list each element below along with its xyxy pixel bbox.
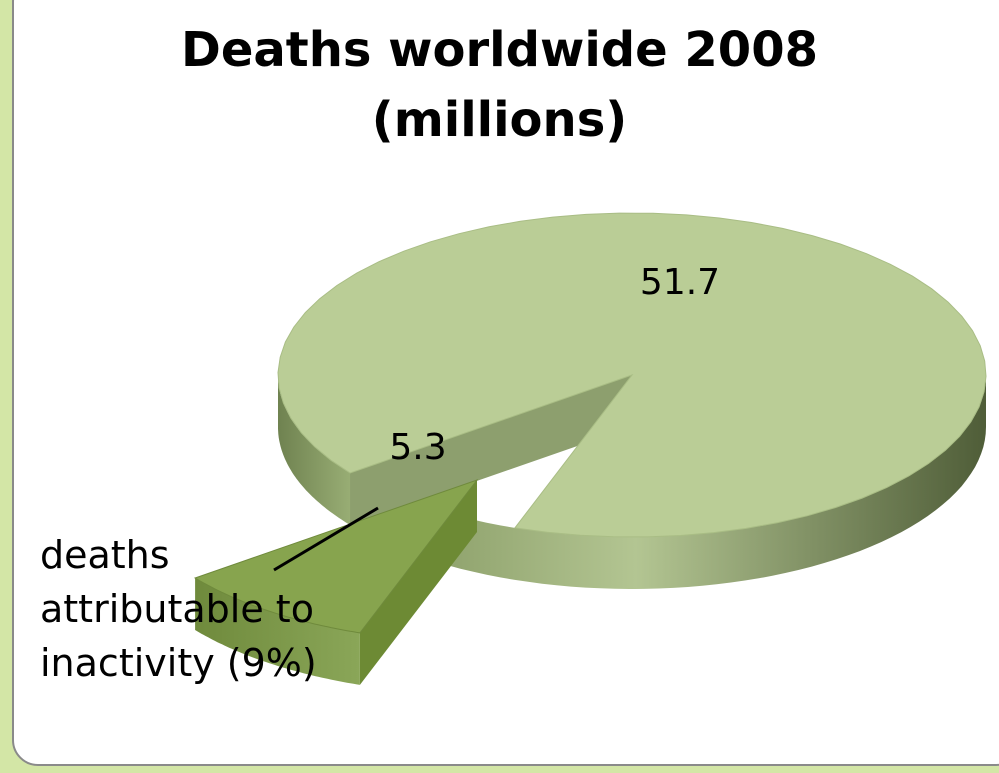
- inactivity-slice-side: [195, 578, 360, 685]
- inactivity-slice-top: [193, 478, 479, 634]
- callout-leader-line: [273, 506, 379, 572]
- main-slice-inner-wall: [350, 375, 632, 525]
- main-slice-side-left: [278, 375, 351, 525]
- slice-label-inactivity: 5.3: [389, 427, 446, 468]
- inactivity-slice-inner-wall: [359, 480, 477, 685]
- chart-title-line-2: (millions): [371, 92, 628, 148]
- callout-text: deaths attributable to inactivity (9%): [40, 528, 317, 690]
- slice-label-main: 51.7: [640, 262, 720, 303]
- callout-line-3: inactivity (9%): [40, 641, 317, 685]
- chart-title-line-1: Deaths worldwide 2008: [180, 22, 818, 78]
- main-slice-top: [277, 212, 987, 538]
- callout-line-1: deaths: [40, 533, 170, 577]
- main-slice-side: [350, 375, 987, 589]
- callout-line-2: attributable to: [40, 587, 314, 631]
